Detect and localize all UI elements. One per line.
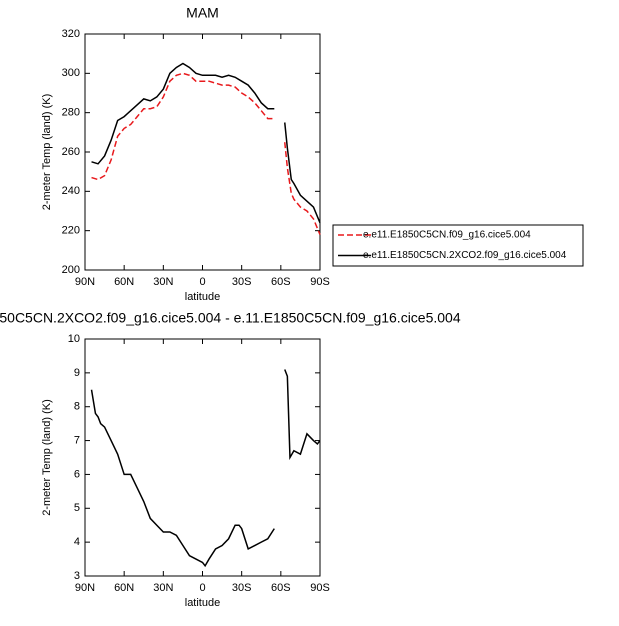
x-tick-label: 30S: [232, 276, 252, 288]
x-tick-label: 60N: [114, 276, 134, 288]
y-axis-label: 2-meter Temp (land) (K): [41, 399, 53, 516]
y-tick-label: 220: [62, 225, 80, 237]
y-tick-label: 10: [68, 333, 80, 345]
x-tick-label: 60S: [271, 276, 291, 288]
x-tick-label: 90N: [75, 582, 95, 594]
x-axis-label: latitude: [185, 291, 220, 303]
y-tick-label: 8: [74, 401, 80, 413]
x-tick-label: 0: [199, 276, 205, 288]
x-axis-label: latitude: [185, 597, 220, 609]
x-tick-label: 60N: [114, 582, 134, 594]
y-axis-label: 2-meter Temp (land) (K): [41, 94, 53, 211]
y-tick-label: 6: [74, 468, 80, 480]
legend-label: e.e11.E1850C5CN.2XCO2.f09_g16.cice5.004: [363, 250, 567, 261]
x-tick-label: 30N: [153, 582, 173, 594]
y-tick-label: 320: [62, 28, 80, 40]
y-tick-label: 200: [62, 264, 80, 276]
data-line: [91, 72, 321, 235]
plot-frame: [84, 338, 321, 577]
data-line: [90, 369, 321, 568]
y-tick-label: 240: [62, 185, 80, 197]
chart-title: MAM: [186, 5, 219, 21]
data-line: [91, 62, 321, 224]
chart-title: e.11.E1850C5CN.2XCO2.f09_g16.cice5.004 -…: [0, 310, 461, 326]
x-tick-label: 90N: [75, 276, 95, 288]
y-tick-label: 7: [74, 434, 80, 446]
legend-label: e.e11.E1850C5CN.f09_g16.cice5.004: [363, 230, 531, 241]
y-tick-label: 5: [74, 502, 80, 514]
x-tick-label: 90S: [310, 582, 330, 594]
x-tick-label: 60S: [271, 582, 291, 594]
x-tick-label: 30S: [232, 582, 252, 594]
y-tick-label: 260: [62, 146, 80, 158]
x-tick-label: 30N: [153, 276, 173, 288]
y-tick-label: 280: [62, 107, 80, 119]
x-tick-label: 0: [199, 582, 205, 594]
y-tick-label: 9: [74, 367, 80, 379]
y-tick-label: 4: [74, 536, 80, 548]
x-tick-label: 90S: [310, 276, 330, 288]
legend-box: [332, 224, 584, 267]
y-tick-label: 300: [62, 67, 80, 79]
plot-frame: [84, 33, 321, 271]
y-tick-label: 3: [74, 570, 80, 582]
